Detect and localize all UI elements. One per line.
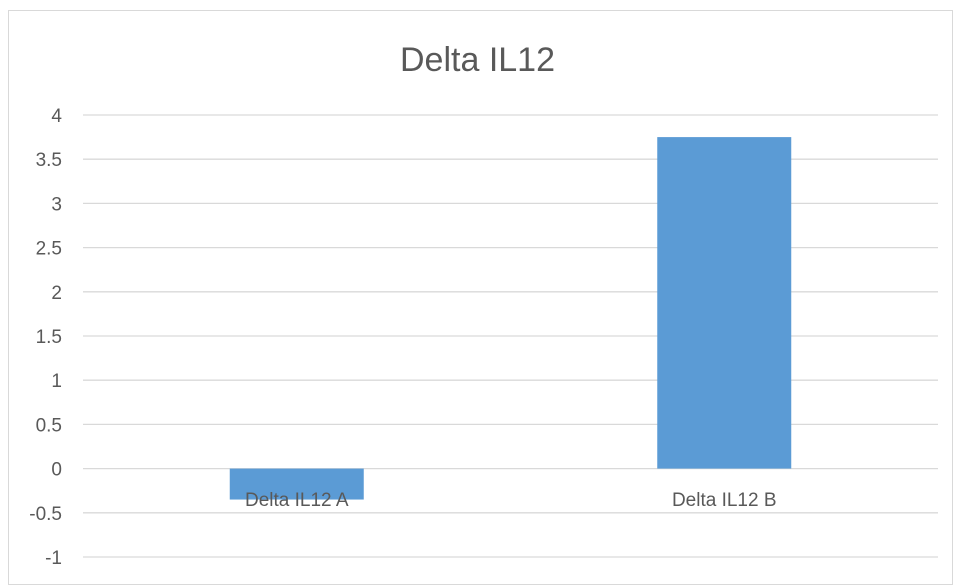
y-tick-label: -1	[45, 548, 62, 569]
chart-title: Delta IL12	[400, 41, 555, 79]
y-tick-label: -0.5	[29, 504, 62, 525]
y-tick-label: 1	[51, 371, 62, 392]
category-label: Delta IL12 A	[245, 490, 349, 511]
y-tick-label: 3	[51, 194, 62, 215]
category-labels: Delta IL12 A Delta IL12 B	[245, 490, 777, 511]
category-label: Delta IL12 B	[672, 490, 777, 511]
bar	[657, 137, 792, 469]
chart-frame	[8, 10, 953, 585]
bar	[229, 468, 364, 500]
y-tick-label: 3.5	[36, 150, 62, 171]
y-tick-label: 1.5	[36, 327, 62, 348]
y-tick-label: 4	[51, 106, 62, 127]
bars	[229, 137, 792, 500]
gridlines	[83, 114, 938, 558]
y-tick-label: 2.5	[36, 239, 62, 260]
y-tick-label: 0.5	[36, 415, 62, 436]
y-tick-label: 2	[51, 283, 62, 304]
y-tick-label: 0	[51, 460, 62, 481]
y-axis-tick-labels: -1 -0.5 0 0.5 1 1.5 2 2.5 3 3.5 4	[29, 106, 62, 569]
